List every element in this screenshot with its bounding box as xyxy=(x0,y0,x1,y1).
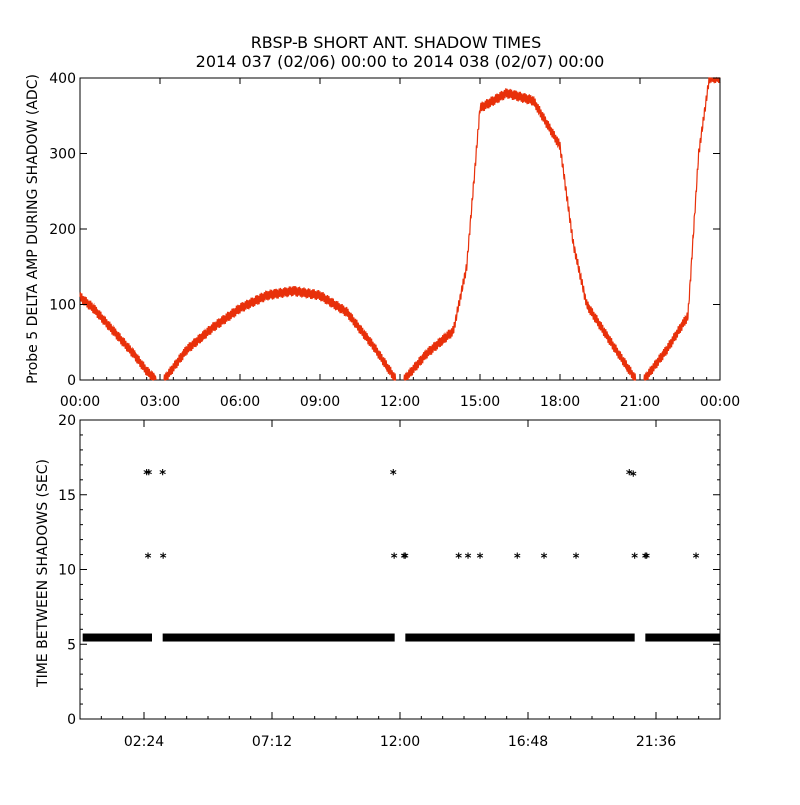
scatter-point: * xyxy=(391,552,398,567)
amp-series-line xyxy=(163,285,397,381)
scatter-point: * xyxy=(642,552,649,567)
amp-series-line xyxy=(403,88,637,381)
y-tick-label: 5 xyxy=(67,637,76,653)
scatter-point: * xyxy=(401,552,408,567)
time-between-axes: 02:24 07:12 12:00 16:48 21:36 0 5 10 15 20 xyxy=(58,413,720,750)
scatter-point: * xyxy=(541,552,548,567)
chart-title: RBSP-B SHORT ANT. SHADOW TIMES xyxy=(251,33,542,52)
time-between-y-axis-label: TIME BETWEEN SHADOWS (SEC) xyxy=(35,459,51,688)
baseline-band xyxy=(645,633,720,642)
scatter-point: * xyxy=(455,552,462,567)
scatter-point: * xyxy=(626,468,633,483)
scatter-point: * xyxy=(402,552,409,567)
scatter-point: * xyxy=(143,468,150,483)
y-tick-label: 0 xyxy=(67,373,76,389)
scatter-point: * xyxy=(465,552,472,567)
x-tick-label: 16:48 xyxy=(508,734,548,750)
time-between-series: ** * ** * * ** * * * * * **** ** * xyxy=(82,468,720,642)
x-tick-label: 03:00 xyxy=(140,394,180,410)
y-tick-label: 0 xyxy=(67,712,76,728)
scatter-point: * xyxy=(160,552,167,567)
y-tick-label: 15 xyxy=(58,488,76,504)
x-tick-label: 12:00 xyxy=(380,734,420,750)
scatter-point: * xyxy=(390,468,397,483)
scatter-point: * xyxy=(573,552,580,567)
y-tick-label: 300 xyxy=(49,147,76,163)
amp-series-line xyxy=(643,76,721,381)
y-tick-label: 20 xyxy=(58,413,76,429)
amp-series-line xyxy=(79,292,157,381)
scatter-point: * xyxy=(630,469,637,484)
scatter-point: * xyxy=(514,552,521,567)
x-tick-label: 07:12 xyxy=(252,734,292,750)
y-tick-label: 200 xyxy=(49,222,76,238)
delta-amp-y-axis-label: Probe 5 DELTA AMP DURING SHADOW (ADC) xyxy=(25,74,41,384)
x-tick-label: 12:00 xyxy=(380,394,420,410)
scatter-point: * xyxy=(145,468,152,483)
x-tick-label: 00:00 xyxy=(700,394,740,410)
scatter-point: * xyxy=(693,552,700,567)
baseline-band xyxy=(162,633,395,642)
scatter-point: * xyxy=(477,552,484,567)
x-tick-label: 06:00 xyxy=(220,394,260,410)
baseline-band xyxy=(82,633,152,642)
scatter-point: * xyxy=(631,552,638,567)
chart-subtitle: 2014 037 (02/06) 00:00 to 2014 038 (02/0… xyxy=(196,52,605,71)
delta-amp-series xyxy=(79,76,721,381)
scatter-point: * xyxy=(643,552,650,567)
x-tick-label: 18:00 xyxy=(540,394,580,410)
y-tick-label: 100 xyxy=(49,298,76,314)
x-tick-label: 21:00 xyxy=(620,394,660,410)
scatter-point: * xyxy=(145,552,152,567)
x-tick-label: 21:36 xyxy=(636,734,676,750)
scatter-point: * xyxy=(159,468,166,483)
delta-amp-plot-frame xyxy=(79,77,721,381)
delta-amp-plot: 00:00 03:00 06:00 09:00 12:00 15:00 18:00 21:00… xyxy=(25,71,740,410)
time-between-plot: ** * ** * * ** * * * * * **** ** * 02:24 07:12 12:00 16:… xyxy=(35,413,721,750)
baseline-band xyxy=(405,633,635,642)
x-tick-label: 09:00 xyxy=(300,394,340,410)
y-tick-label: 400 xyxy=(49,71,76,87)
x-tick-label: 00:00 xyxy=(60,394,100,410)
x-tick-label: 02:24 xyxy=(124,734,164,750)
y-tick-label: 10 xyxy=(58,563,76,579)
time-between-plot-frame xyxy=(79,419,721,720)
delta-amp-axes: 00:00 03:00 06:00 09:00 12:00 15:00 18:00 21:00… xyxy=(49,71,740,410)
x-tick-label: 15:00 xyxy=(460,394,500,410)
